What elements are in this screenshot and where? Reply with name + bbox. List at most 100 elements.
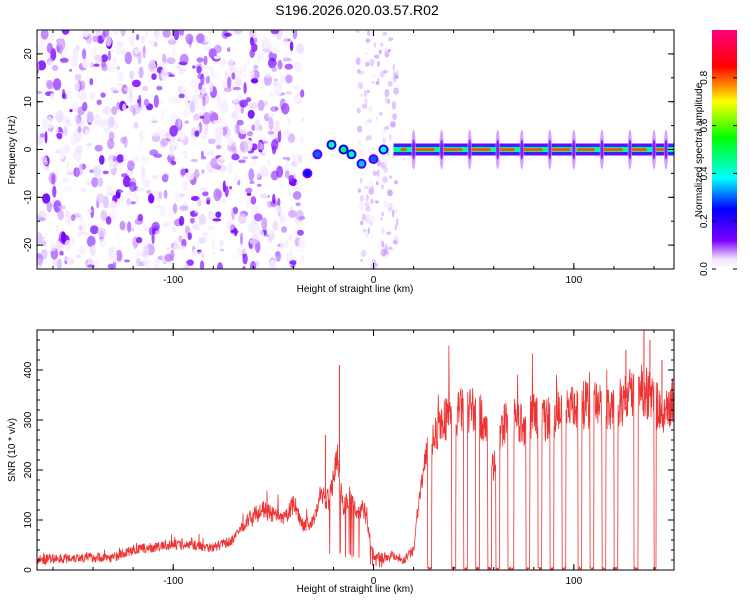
noise-blob xyxy=(251,43,258,53)
noise-blob xyxy=(273,78,278,82)
noise-blob xyxy=(97,227,107,238)
noise-blob xyxy=(37,210,47,220)
noise-blob xyxy=(194,206,198,214)
noise-blob xyxy=(232,254,238,259)
noise-blob xyxy=(160,81,165,86)
noise-blob xyxy=(208,226,215,231)
noise-blob xyxy=(202,95,206,107)
noise-blob xyxy=(272,193,276,205)
noise-blob xyxy=(151,73,157,80)
noise-blob xyxy=(66,122,73,127)
transition-blob xyxy=(328,141,335,148)
noise-blob xyxy=(298,238,306,249)
noise-blob xyxy=(266,228,273,236)
noise-blob xyxy=(196,57,204,63)
x-tick-label: 100 xyxy=(565,275,582,286)
noise-blob xyxy=(367,30,370,37)
colorbar: 0.0 0.2 0.4 0.6 0.8 Normalized spectral ampl… xyxy=(694,30,737,276)
noise-blob xyxy=(252,205,259,215)
noise-blob xyxy=(69,68,73,72)
noise-blob xyxy=(146,189,152,194)
noise-blob xyxy=(392,113,397,121)
noise-blob xyxy=(284,63,293,70)
noise-blob xyxy=(161,53,167,64)
noise-blob xyxy=(264,70,271,79)
spectrogram-ylabel: Frequency (Hz) xyxy=(7,116,18,185)
noise-blob xyxy=(45,115,54,129)
noise-blob xyxy=(138,66,144,79)
noise-blob xyxy=(200,73,205,86)
carrier-segment xyxy=(653,148,667,151)
noise-blob xyxy=(299,249,305,253)
noise-blob xyxy=(202,46,211,51)
noise-blob xyxy=(380,216,383,221)
noise-blob xyxy=(129,181,137,192)
noise-blob xyxy=(259,230,265,243)
noise-blob xyxy=(131,237,135,245)
noise-blob xyxy=(213,55,221,60)
noise-blob xyxy=(49,242,57,252)
noise-blob xyxy=(194,130,200,137)
carrier-segment xyxy=(600,148,623,151)
noise-blob xyxy=(372,73,376,78)
noise-blob xyxy=(361,213,367,221)
noise-blob xyxy=(380,184,384,190)
noise-blob xyxy=(59,57,69,63)
noise-blob xyxy=(232,85,241,93)
noise-blob xyxy=(212,218,222,222)
noise-blob xyxy=(234,67,243,79)
noise-blob xyxy=(56,165,60,179)
noise-blob xyxy=(370,198,374,204)
noise-blob xyxy=(393,87,400,95)
noise-blob xyxy=(200,150,204,158)
noise-blob xyxy=(281,264,289,269)
noise-blob xyxy=(394,223,397,231)
noise-blob xyxy=(115,41,125,47)
noise-blob xyxy=(378,49,382,55)
noise-blob xyxy=(383,158,389,166)
carrier-segment xyxy=(468,148,491,151)
noise-blob xyxy=(377,169,380,178)
carrier-spike-core xyxy=(440,139,444,160)
noise-blob xyxy=(205,123,209,136)
noise-blob xyxy=(44,130,48,144)
snr-frame xyxy=(36,329,675,571)
noise-blob xyxy=(248,162,257,167)
noise-blob xyxy=(77,221,87,233)
noise-blob xyxy=(390,121,396,128)
spectrogram-marks xyxy=(37,30,674,269)
noise-blob xyxy=(171,44,176,57)
noise-blob xyxy=(192,65,196,69)
noise-blob xyxy=(383,166,389,174)
noise-blob xyxy=(271,112,275,117)
noise-blob xyxy=(180,86,189,96)
noise-blob xyxy=(247,82,252,88)
noise-blob xyxy=(102,106,112,116)
noise-blob xyxy=(262,48,271,53)
noise-blob xyxy=(192,94,200,105)
noise-blob xyxy=(168,145,174,158)
y-tick-label: 400 xyxy=(23,361,34,378)
noise-blob xyxy=(116,154,124,163)
noise-blob xyxy=(90,30,98,37)
noise-blob xyxy=(137,51,142,65)
noise-blob xyxy=(127,87,136,93)
noise-blob xyxy=(253,31,260,45)
y-tick-label: -10 xyxy=(23,190,34,205)
noise-blob xyxy=(108,131,115,141)
noise-blob xyxy=(85,129,90,137)
noise-blob xyxy=(392,63,395,72)
noise-blob xyxy=(212,72,220,80)
noise-blob xyxy=(266,158,272,168)
noise-blob xyxy=(163,189,168,199)
noise-blob xyxy=(262,250,268,257)
noise-blob xyxy=(293,93,303,105)
noise-blob xyxy=(90,62,94,69)
noise-blob xyxy=(284,34,288,48)
noise-blob xyxy=(267,111,273,119)
noise-blob xyxy=(90,206,94,219)
noise-blob xyxy=(274,251,280,257)
noise-blob xyxy=(199,133,206,140)
noise-blob xyxy=(361,250,365,256)
snr-panel: -100 0 100 0 100 200 300 400 Height of straight… xyxy=(7,329,675,595)
